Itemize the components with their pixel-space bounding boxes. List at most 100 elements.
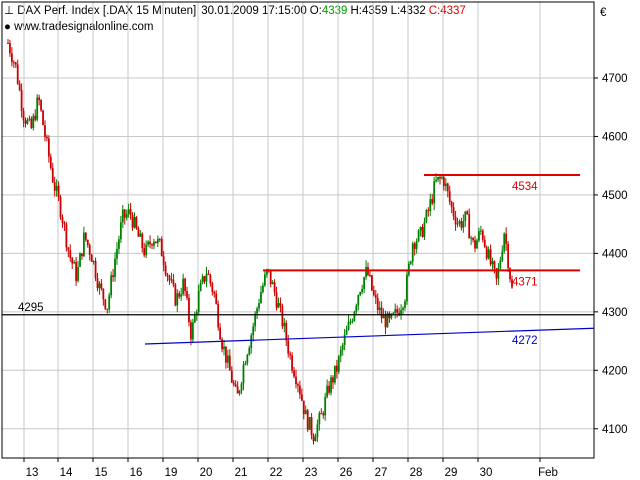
- candle-body: [32, 115, 35, 128]
- candle-body: [236, 386, 239, 394]
- candle-body: [483, 239, 486, 247]
- candle-body: [456, 223, 459, 225]
- open-label: O:: [309, 5, 322, 17]
- candle-body: [279, 303, 282, 306]
- candle-body: [82, 232, 85, 257]
- candle-body: [398, 312, 401, 316]
- candle-body: [365, 266, 367, 278]
- candle-body: [396, 309, 399, 313]
- source-url: www.tradesignalonline.com: [14, 21, 154, 33]
- candle-body: [433, 181, 436, 204]
- candle-body: [265, 269, 268, 275]
- candle-body: [493, 261, 496, 269]
- candle-body: [417, 230, 420, 242]
- candle-body: [334, 365, 336, 383]
- candle-body: [166, 274, 169, 277]
- candle-body: [221, 339, 223, 350]
- candle-body: [263, 274, 266, 286]
- candle-body: [429, 199, 432, 212]
- candle-body: [22, 110, 25, 121]
- candle-body: [479, 230, 482, 232]
- candle-body: [318, 413, 321, 425]
- candle-body: [363, 277, 366, 289]
- x-tick-label: 21: [235, 467, 248, 479]
- candle-body: [193, 314, 196, 323]
- candle-body: [162, 256, 165, 266]
- candle-body: [42, 110, 44, 126]
- candle-body: [481, 230, 484, 240]
- candle-body: [355, 305, 358, 312]
- candle-body: [73, 261, 76, 264]
- candle-body: [353, 311, 356, 321]
- candle-body: [386, 313, 389, 328]
- candle-body: [349, 321, 352, 323]
- candle-body: [55, 185, 58, 191]
- candle-body: [462, 221, 465, 228]
- candle-body: [51, 167, 54, 183]
- candle-body: [92, 260, 95, 262]
- candle-body: [110, 275, 113, 296]
- candle-body: [252, 326, 255, 336]
- close-label: C:: [428, 5, 441, 17]
- close-value: 4337: [440, 5, 466, 17]
- candle-body: [312, 435, 315, 442]
- candle-body: [444, 183, 447, 187]
- candle-body: [283, 322, 286, 327]
- candle-body: [197, 290, 200, 313]
- candle-body: [487, 249, 490, 259]
- candle-body: [275, 292, 278, 308]
- candle-body: [269, 269, 272, 285]
- candle-body: [164, 265, 167, 275]
- open-value: 4339: [321, 5, 348, 17]
- candle-body: [151, 244, 153, 246]
- candle-body: [289, 353, 292, 356]
- candle-body: [69, 250, 72, 258]
- candle-body: [96, 278, 99, 289]
- resistance-label-4371: 4371: [512, 276, 538, 288]
- candle-body: [121, 209, 124, 223]
- candle-body: [337, 356, 340, 372]
- candle-body: [180, 294, 183, 297]
- candle-body: [382, 315, 385, 319]
- candle-body: [244, 363, 247, 365]
- x-tick-label: 16: [130, 467, 143, 479]
- candle-body: [322, 413, 325, 416]
- candle-body: [485, 246, 488, 259]
- candle-body: [406, 274, 408, 302]
- candle-body: [20, 89, 23, 111]
- candle-body: [86, 239, 89, 246]
- candle-body: [326, 385, 329, 397]
- candle-body: [90, 254, 93, 262]
- candle-body: [298, 385, 301, 395]
- candle-body: [133, 217, 136, 228]
- candle-body: [188, 297, 190, 323]
- candle-body: [119, 222, 122, 240]
- candle-body: [345, 329, 348, 335]
- candle-body: [273, 282, 276, 293]
- candle-body: [369, 275, 371, 277]
- candle-body: [495, 268, 498, 279]
- y-tick-label: 4700: [602, 73, 628, 85]
- candle-body: [491, 261, 494, 265]
- candle-body: [30, 118, 33, 128]
- x-tick-label: 26: [340, 467, 353, 479]
- candle-body: [217, 303, 220, 328]
- candle-body: [452, 207, 455, 217]
- candle-body: [61, 217, 64, 223]
- candle-body: [260, 292, 262, 304]
- candle-body: [88, 245, 91, 255]
- candle-body: [250, 335, 253, 348]
- candle-body: [437, 176, 439, 180]
- candle-body: [36, 97, 39, 120]
- candle-body: [347, 322, 350, 330]
- candle-body: [207, 273, 210, 275]
- candle-body: [314, 437, 317, 442]
- candle-body: [18, 83, 21, 90]
- candle-body: [497, 268, 500, 279]
- candle-body: [178, 293, 181, 297]
- candle-body: [503, 233, 506, 252]
- candle-body: [450, 202, 453, 208]
- candle-body: [199, 282, 202, 291]
- candle-body: [190, 322, 192, 340]
- candle-body: [507, 243, 510, 269]
